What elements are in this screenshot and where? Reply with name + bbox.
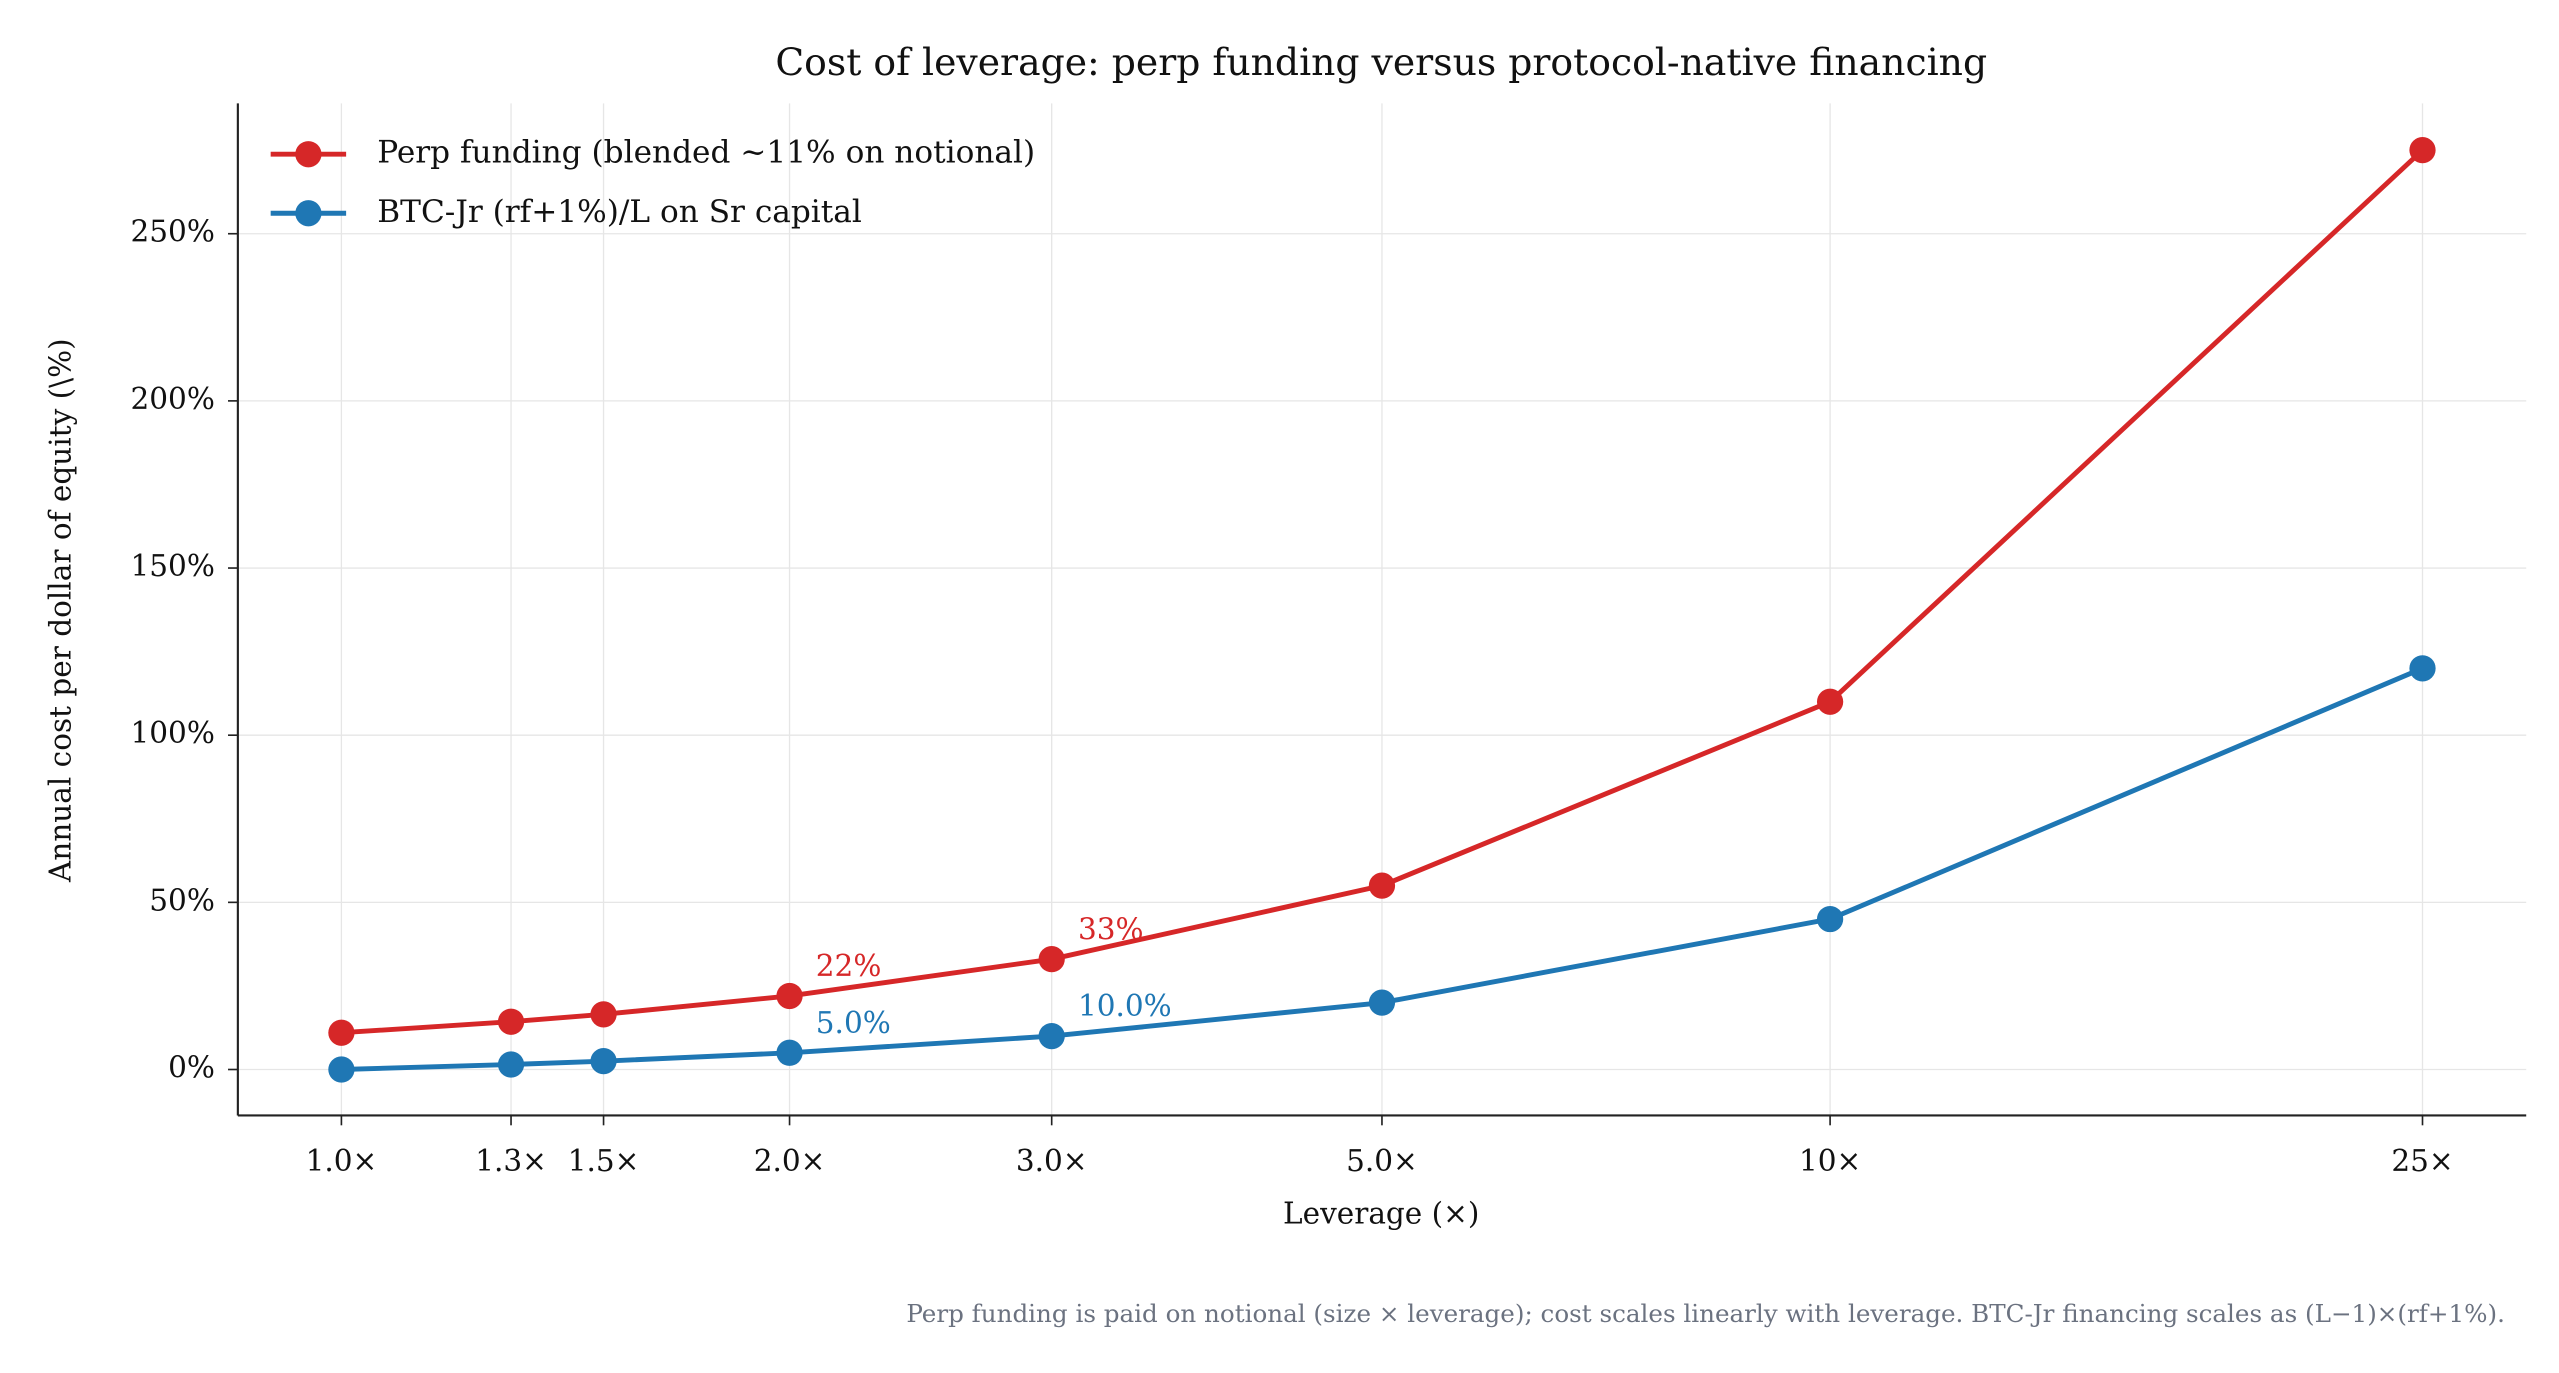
legend-marker [295,200,322,227]
data-point [1816,688,1844,715]
data-point [776,1039,803,1066]
data-label: 33% [1078,912,1144,946]
data-point [1038,1022,1065,1050]
series-line [341,148,2425,1036]
data-point [497,1051,525,1078]
y-axis-label: Annual cost per dollar of equity (\%) [43,338,77,883]
data-label: 22% [816,949,882,983]
data-point [590,1001,617,1028]
data-point [497,1008,525,1035]
x-tick-label: 25× [2391,1144,2453,1178]
x-tick-label: 2.0× [754,1144,826,1178]
x-axis-label: Leverage (×) [1283,1197,1479,1231]
data-point [1038,946,1065,973]
data-point [2409,137,2436,164]
plot-root: Cost of leverage: perp funding versus pr… [43,40,2527,1328]
x-tick-label: 10× [1799,1144,1861,1178]
footnote: Perp funding is paid on notional (size ×… [906,1299,2505,1328]
data-point [1368,872,1396,899]
y-tick-label: 150% [131,549,215,583]
data-point [590,1048,617,1075]
data-label: 10.0% [1078,989,1172,1023]
y-tick-label: 200% [131,382,215,416]
legend-label: Perp funding (blended ~11% on notional) [377,135,1035,171]
legend-label: BTC-Jr (rf+1%)/L on Sr capital [377,194,862,230]
x-tick-label: 3.0× [1016,1144,1088,1178]
data-label: 5.0% [816,1006,891,1040]
data-point [776,982,803,1010]
legend-marker [295,141,322,168]
data-point [328,1056,355,1083]
y-tick-label: 250% [131,215,215,249]
data-point [1816,905,1844,933]
y-tick-label: 0% [168,1051,215,1085]
chart-title: Cost of leverage: perp funding versus pr… [775,40,1987,84]
x-tick-label: 1.0× [306,1144,378,1178]
data-point [1368,989,1396,1016]
y-tick-label: 100% [131,716,215,750]
x-tick-label: 1.5× [568,1144,640,1178]
series-line [341,666,2424,1072]
data-point [328,1019,355,1046]
x-tick-label: 1.3× [475,1144,547,1178]
y-tick-label: 50% [149,883,215,917]
data-point [2409,655,2436,682]
x-tick-label: 5.0× [1346,1144,1418,1178]
